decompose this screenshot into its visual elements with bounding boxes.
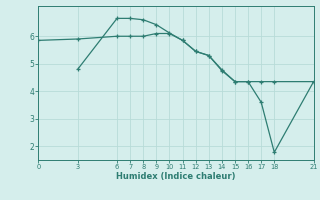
X-axis label: Humidex (Indice chaleur): Humidex (Indice chaleur): [116, 172, 236, 181]
